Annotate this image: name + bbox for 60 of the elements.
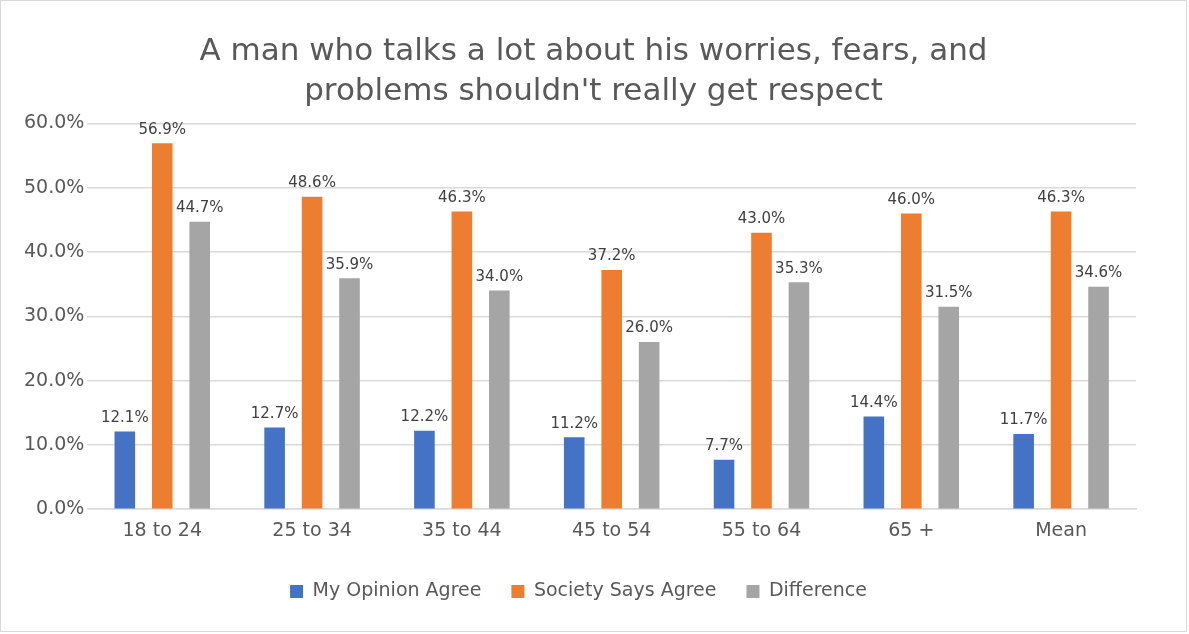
bar (151, 143, 173, 509)
data-label: 48.6% (288, 173, 336, 192)
data-label: 34.0% (475, 266, 524, 285)
data-label: 46.3% (438, 187, 486, 206)
data-label: 12.1% (100, 407, 149, 426)
bar (788, 282, 810, 509)
bar (489, 290, 510, 509)
bar (1088, 286, 1109, 509)
y-tick-label: 60.0% (24, 110, 85, 133)
x-tick-label: 18 to 24 (122, 517, 203, 540)
bar (301, 196, 323, 509)
bar (1050, 211, 1072, 509)
bar (863, 416, 885, 509)
x-tick-label: 65 + (888, 517, 935, 540)
bar (264, 427, 285, 509)
data-label: 34.6% (1074, 263, 1123, 282)
bar (601, 270, 622, 509)
data-label: 11.7% (999, 410, 1048, 429)
bar (451, 211, 473, 509)
data-label: 14.4% (850, 393, 898, 411)
x-tick-label: 55 to 64 (721, 517, 802, 540)
data-label: 44.7% (175, 198, 224, 217)
data-label: 56.9% (138, 119, 187, 138)
data-label: 37.2% (587, 246, 636, 265)
data-label: 11.2% (550, 413, 599, 432)
x-tick-label: 35 to 44 (422, 517, 502, 540)
data-label: 12.7% (250, 403, 299, 422)
bar (938, 306, 960, 509)
data-label: 12.2% (400, 407, 449, 426)
legend-label: Society Says Agree (533, 578, 717, 601)
bar (713, 459, 735, 509)
y-tick-label: 30.0% (24, 303, 85, 326)
bar (114, 431, 136, 509)
x-tick-label: 45 to 54 (571, 517, 652, 540)
x-tick-label: Mean (1035, 517, 1087, 540)
legend-label: My Opinion Agree (312, 578, 482, 601)
y-tick-label: 50.0% (24, 174, 85, 197)
bar (900, 213, 922, 509)
data-label: 35.3% (775, 258, 823, 277)
data-label: 43.0% (737, 209, 786, 228)
data-label: 7.7% (704, 436, 744, 455)
bar (414, 430, 435, 509)
bar (638, 342, 660, 509)
y-tick-label: 10.0% (24, 431, 85, 454)
bar (563, 437, 585, 509)
data-label: 31.5% (924, 283, 973, 302)
y-tick-label: 20.0% (24, 367, 85, 390)
y-tick-label: 40.0% (24, 238, 85, 261)
bar (751, 232, 772, 509)
x-tick-label: 25 to 34 (272, 517, 352, 540)
data-label: 35.9% (325, 254, 374, 273)
y-tick-label: 0.0% (36, 496, 85, 519)
data-label: 26.0% (625, 318, 673, 337)
bar (339, 278, 360, 509)
legend-label: Difference (768, 578, 867, 601)
bar (189, 221, 211, 509)
chart-title: A man who talks a lot about his worries, fears, and problems shouldn't really get respect (198, 30, 989, 109)
data-label: 46.0% (887, 189, 936, 208)
data-label: 46.3% (1037, 187, 1085, 206)
bar (1013, 433, 1034, 509)
